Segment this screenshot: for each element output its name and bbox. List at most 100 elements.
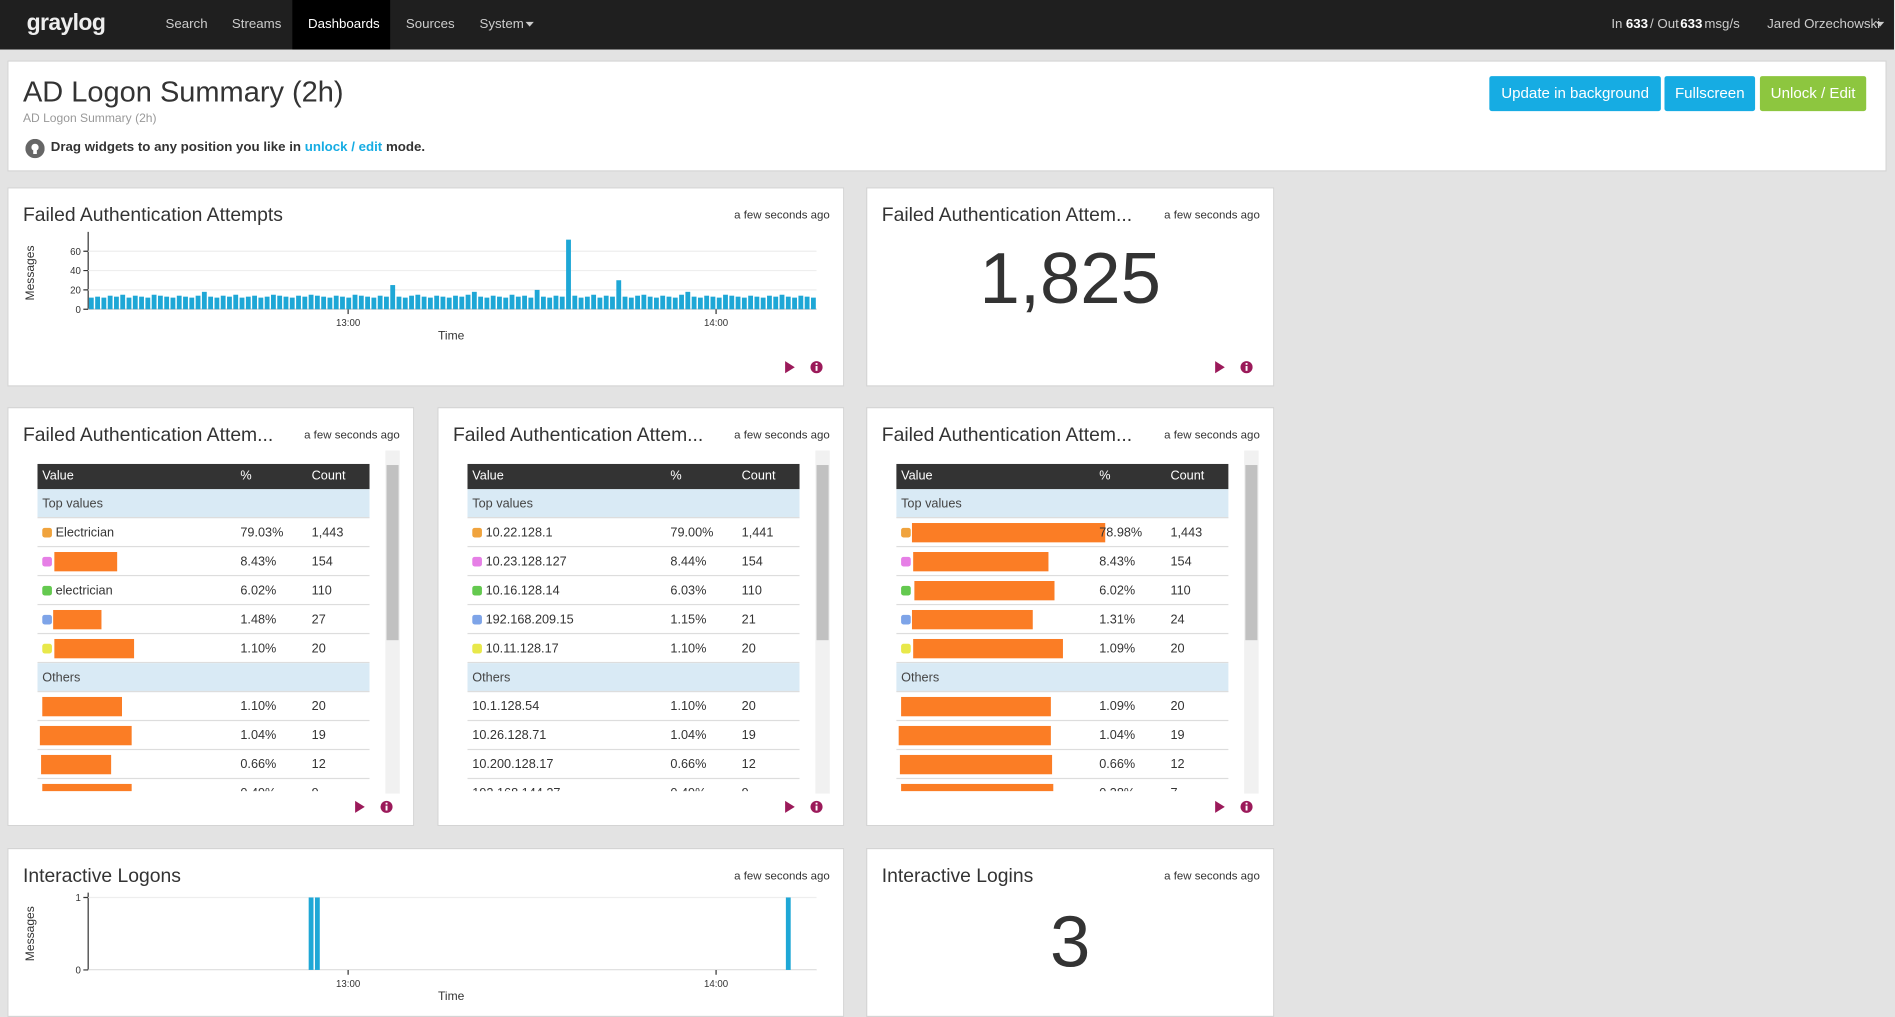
dashboard-header: AD Logon Summary (2h) AD Logon Summary (… bbox=[7, 60, 1887, 172]
bar bbox=[120, 294, 126, 310]
section-row: Others bbox=[467, 663, 800, 693]
bar bbox=[610, 296, 615, 310]
scrollbar bbox=[815, 450, 830, 794]
widget-title: Failed Authentication Attempts bbox=[22, 205, 283, 226]
redaction bbox=[913, 638, 1063, 659]
bar bbox=[233, 294, 239, 310]
replay-icon[interactable] bbox=[785, 800, 795, 813]
caret bbox=[1875, 21, 1885, 27]
bar bbox=[208, 296, 214, 310]
bar bbox=[252, 295, 257, 310]
widget-actions[interactable] bbox=[353, 800, 401, 814]
widget-updated: a few seconds ago bbox=[304, 428, 400, 443]
brand[interactable]: graylog bbox=[26, 10, 106, 37]
bar bbox=[559, 296, 565, 310]
histogram: 0 20 40 60 13:00 14:00 Messages Time bbox=[23, 231, 817, 342]
cell-value: 10.22.128.1 bbox=[485, 525, 553, 540]
info-glyph bbox=[1245, 805, 1248, 811]
widget-actions[interactable] bbox=[783, 360, 831, 374]
bar bbox=[239, 297, 245, 310]
widget-actions[interactable] bbox=[783, 800, 831, 814]
bar bbox=[302, 296, 308, 310]
update-button[interactable]: Update in background bbox=[1489, 76, 1661, 112]
column-header: % bbox=[1099, 468, 1111, 484]
bar bbox=[365, 296, 371, 310]
info-glyph bbox=[815, 362, 818, 365]
y-tick-label: 0 bbox=[76, 966, 81, 977]
user-menu[interactable]: Jared Orzechowski bbox=[1767, 16, 1881, 32]
info-glyph bbox=[1245, 802, 1248, 805]
bar bbox=[101, 297, 107, 310]
redaction bbox=[901, 696, 1051, 717]
cell-value: 192.168.144.27 bbox=[472, 786, 560, 791]
x-tick-label: 14:00 bbox=[704, 979, 728, 990]
cell-count: 27 bbox=[311, 612, 326, 627]
bar bbox=[314, 295, 320, 310]
table-viewport: Value% Count Top values Electrician 79.03% 1,… bbox=[37, 463, 370, 792]
widget-actions[interactable] bbox=[1213, 360, 1261, 374]
cell-count: 12 bbox=[1170, 757, 1185, 772]
redaction bbox=[42, 783, 132, 792]
nav-link[interactable]: Sources bbox=[405, 16, 455, 32]
column-header: Value bbox=[42, 468, 74, 484]
column-header: Value bbox=[901, 468, 933, 484]
hint-link[interactable]: unlock / edit bbox=[304, 140, 383, 155]
scrollbar bbox=[1244, 450, 1259, 794]
replay-icon[interactable] bbox=[1215, 800, 1225, 813]
cell-percent: 1.04% bbox=[670, 728, 707, 743]
table-row: 10.16.128.14 6.03% 110 bbox=[467, 576, 800, 606]
redaction bbox=[898, 725, 1051, 746]
bar bbox=[88, 297, 94, 310]
bar bbox=[183, 296, 188, 310]
table-row: 0.66% 12 bbox=[896, 750, 1229, 780]
nav-link[interactable]: System bbox=[479, 16, 524, 32]
nav-link[interactable]: Dashboards bbox=[308, 16, 380, 32]
bar bbox=[779, 294, 785, 310]
replay-icon[interactable] bbox=[785, 361, 795, 374]
table-row: 10.200.128.17 0.66% 12 bbox=[467, 750, 800, 780]
bar bbox=[647, 296, 653, 310]
widget: Interactive Logins a few seconds ago 3 bbox=[866, 847, 1275, 1017]
widget-title: Failed Authentication Attem... bbox=[452, 425, 704, 446]
bar bbox=[622, 296, 628, 310]
bar bbox=[578, 297, 584, 310]
bar bbox=[484, 297, 490, 310]
widget: Failed Authentication Attem... a few seco… bbox=[7, 407, 415, 827]
nav-link[interactable]: Streams bbox=[231, 16, 282, 32]
redaction bbox=[41, 754, 112, 775]
fullscreen-button[interactable]: Fullscreen bbox=[1664, 76, 1756, 112]
bar bbox=[107, 295, 113, 310]
bar bbox=[321, 296, 327, 310]
replay-icon[interactable] bbox=[355, 800, 365, 813]
bar bbox=[189, 297, 195, 310]
column-header: % bbox=[240, 468, 252, 484]
bar bbox=[333, 295, 339, 310]
widget-actions[interactable] bbox=[1213, 800, 1261, 814]
cell-value: 10.11.128.17 bbox=[485, 641, 559, 656]
redaction bbox=[53, 609, 102, 630]
color-swatch bbox=[42, 585, 52, 596]
table-row: 8.43% 154 bbox=[896, 547, 1229, 577]
bar bbox=[704, 295, 710, 310]
section-label: Top values bbox=[901, 496, 962, 511]
bar bbox=[170, 297, 176, 310]
column-header: % bbox=[670, 468, 682, 484]
histogram: 0 1 13:00 14:00 Messages Time bbox=[23, 892, 817, 1003]
nav-link[interactable]: Search bbox=[165, 16, 208, 32]
bar bbox=[327, 297, 333, 310]
column-header: Count bbox=[1170, 468, 1205, 484]
section-row: Top values bbox=[37, 489, 370, 519]
widget: Failed Authentication Attem... a few seco… bbox=[437, 407, 845, 827]
redaction bbox=[39, 725, 132, 746]
table-row: 10.22.128.1 79.00% 1,441 bbox=[467, 518, 800, 548]
bar bbox=[748, 295, 754, 310]
section-row: Top values bbox=[467, 489, 800, 519]
bar bbox=[804, 296, 810, 310]
replay-icon[interactable] bbox=[1215, 361, 1225, 374]
cell-value: 10.16.128.14 bbox=[485, 583, 560, 598]
bar bbox=[220, 295, 226, 310]
count-value: 3 bbox=[1050, 901, 1091, 983]
throughput-out: 633 bbox=[1680, 16, 1703, 32]
color-swatch bbox=[472, 556, 482, 567]
unlock-button[interactable]: Unlock / Edit bbox=[1759, 76, 1867, 112]
